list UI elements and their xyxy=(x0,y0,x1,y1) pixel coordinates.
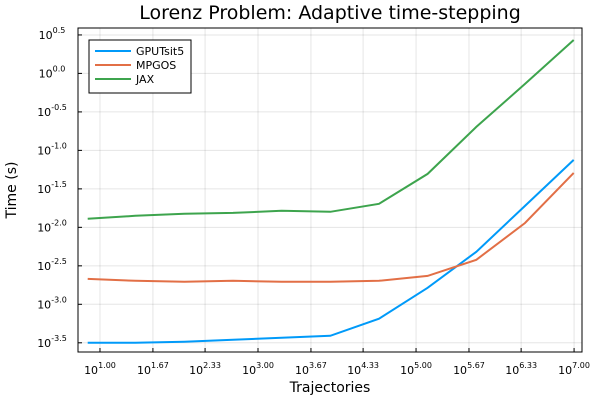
y-tick-label: 100.5 xyxy=(39,26,66,42)
series-line xyxy=(87,39,575,220)
series-line xyxy=(87,159,575,344)
chart-title: Lorenz Problem: Adaptive time-stepping xyxy=(139,2,521,24)
x-tick-label: 105.00 xyxy=(400,361,432,377)
x-tick-label: 102.33 xyxy=(189,361,221,377)
x-tick-label: 101.00 xyxy=(84,361,116,377)
x-tick-label: 103.67 xyxy=(295,361,327,377)
series-line xyxy=(87,172,575,283)
y-axis-label: Time (s) xyxy=(4,162,20,220)
y-tick-label: 10-2.5 xyxy=(37,257,67,273)
legend-label: GPUTsit5 xyxy=(136,45,184,58)
x-tick-label: 105.67 xyxy=(453,361,485,377)
y-tick-label: 10-3.5 xyxy=(37,334,67,350)
plot-frame xyxy=(77,27,583,353)
legend-label: JAX xyxy=(135,73,155,86)
legend-box xyxy=(88,39,192,94)
y-tick-label: 10-1.5 xyxy=(37,180,67,196)
y-tick-label: 10-3.0 xyxy=(37,295,67,311)
x-tick-label: 101.67 xyxy=(137,361,169,377)
y-tick-label: 100.0 xyxy=(39,64,66,80)
x-axis-label: Trajectories xyxy=(289,380,371,396)
x-tick-label: 107.00 xyxy=(558,361,590,377)
legend-label: MPGOS xyxy=(136,59,176,72)
y-tick-label: 10-1.0 xyxy=(37,141,67,157)
y-tick-label: 10-2.0 xyxy=(37,218,67,234)
x-tick-label: 103.00 xyxy=(242,361,274,377)
y-tick-label: 10-0.5 xyxy=(37,103,67,119)
x-tick-label: 104.33 xyxy=(347,361,379,377)
x-tick-label: 106.33 xyxy=(505,361,537,377)
